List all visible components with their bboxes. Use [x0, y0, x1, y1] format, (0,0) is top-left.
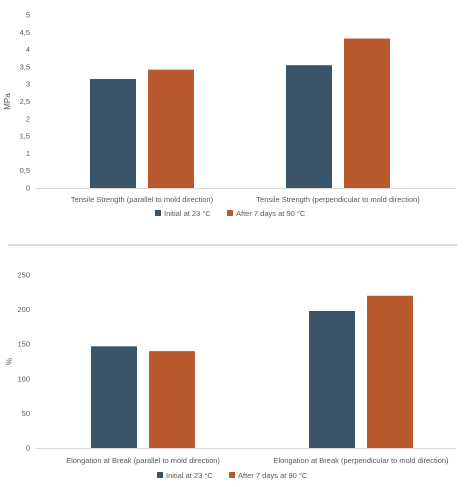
y-tick-label: 0,5 — [20, 166, 30, 175]
bar-initial-2 — [309, 310, 355, 448]
y-tick-label: 2 — [26, 114, 30, 123]
y-tick-label: 3 — [26, 80, 30, 89]
bar-aged-1 — [149, 351, 195, 448]
legend-label: Initial at 23 °C — [166, 471, 213, 480]
category-label: Tensile Strength (parallel to mold direc… — [71, 195, 214, 204]
bar-aged-2 — [367, 295, 413, 448]
bar-initial-1 — [90, 79, 136, 188]
bar-initial-2 — [286, 65, 332, 188]
legend-label: After 7 days at 90 °C — [238, 471, 308, 480]
y-tick-label: 0 — [26, 444, 30, 453]
legend: Initial at 23 °C After 7 days at 90 °C — [155, 209, 306, 218]
y-tick-label: 100 — [17, 374, 30, 383]
legend-label: Initial at 23 °C — [164, 209, 211, 218]
legend-swatch — [155, 210, 161, 216]
y-tick-label: 200 — [17, 305, 30, 314]
y-tick-label: 250 — [17, 271, 30, 280]
y-tick-label: 4 — [26, 45, 30, 54]
legend: Initial at 23 °C After 7 days at 90 °C — [157, 471, 308, 480]
category-label: Elongation at Break (perpendicular to mo… — [273, 456, 449, 465]
chart-2: % 0 50 100 150 200 250 Elongation at Break (par… — [5, 271, 456, 480]
bar-aged-1 — [148, 69, 194, 188]
bar-aged-2 — [344, 38, 390, 188]
y-tick-label: 4,5 — [20, 28, 30, 37]
y-tick-label: 50 — [22, 409, 30, 418]
y-axis-label: % — [5, 358, 14, 365]
y-tick-label: 5 — [26, 11, 30, 20]
y-axis-label: MPa — [3, 93, 12, 110]
y-tick-label: 1 — [26, 149, 30, 158]
y-tick-label: 0 — [26, 184, 30, 193]
y-tick-label: 1,5 — [20, 132, 30, 141]
legend-label: After 7 days at 90 °C — [236, 209, 306, 218]
y-tick-label: 2,5 — [20, 97, 30, 106]
legend-swatch — [157, 472, 163, 478]
y-tick-label: 150 — [17, 340, 30, 349]
chart-1: MPa 0 0,5 1 1,5 2 2,5 3 3,5 4 4,5 5 Tensile Strength… — [3, 11, 456, 218]
category-label: Elongation at Break (parallel to mold di… — [66, 456, 220, 465]
y-tick-label: 3,5 — [20, 62, 30, 71]
legend-swatch — [227, 210, 233, 216]
bar-initial-1 — [91, 346, 137, 448]
category-label: Tensile Strength (perpendicular to mold … — [256, 195, 420, 204]
legend-swatch — [229, 472, 235, 478]
